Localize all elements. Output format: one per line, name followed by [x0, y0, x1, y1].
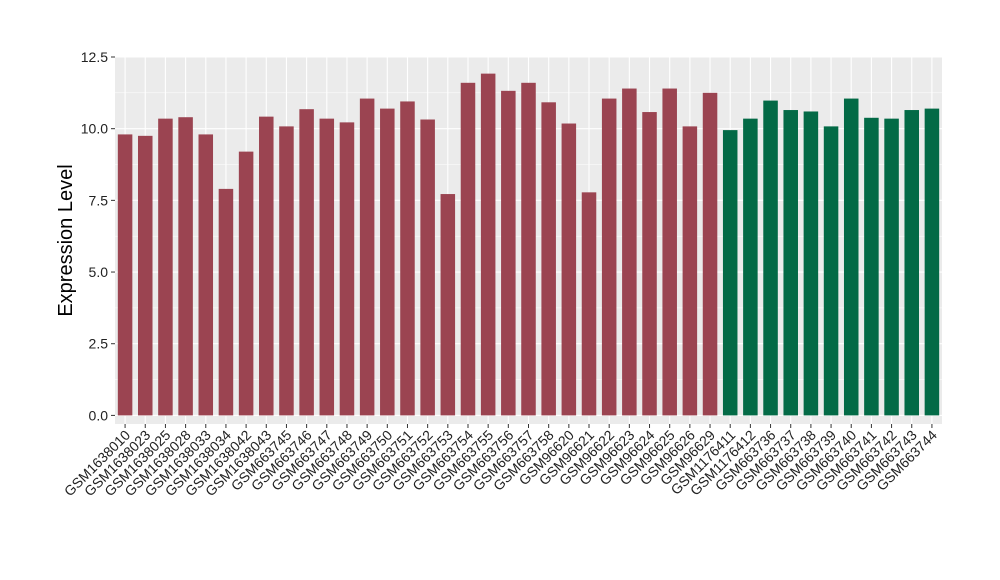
bar-gsm96629	[702, 92, 718, 416]
bar-gsm663748	[339, 122, 355, 416]
bar-gsm663746	[299, 109, 314, 416]
bar-gsm663752	[420, 119, 435, 416]
bar-gsm96623	[622, 88, 637, 416]
bar-gsm663757	[521, 82, 536, 416]
y-tick-label: 5.0	[89, 264, 109, 280]
bars	[117, 73, 940, 416]
bar-gsm1638042	[238, 151, 254, 416]
bar-gsm663740	[843, 98, 859, 416]
y-tick-label: 2.5	[89, 336, 109, 352]
bar-gsm663753	[440, 194, 456, 416]
bar-gsm1638023	[137, 135, 153, 416]
y-tick-label: 10.0	[81, 121, 108, 137]
bar-gsm663737	[783, 110, 798, 416]
bar-gsm96621	[581, 192, 597, 416]
bar-gsm96626	[682, 126, 698, 416]
y-axis-title: Expression Level	[55, 164, 77, 316]
bar-gsm663739	[823, 126, 839, 416]
bar-gsm663738	[803, 111, 819, 416]
bar-gsm663755	[480, 73, 496, 416]
y-tick-label: 12.5	[81, 49, 108, 65]
bar-gsm663756	[501, 90, 516, 416]
y-tick-label: 7.5	[89, 192, 109, 208]
bar-gsm96620	[561, 123, 577, 416]
bar-gsm663743	[904, 110, 920, 416]
bar-gsm1176412	[743, 118, 758, 416]
bar-gsm663751	[400, 101, 415, 416]
bar-gsm1638025	[158, 118, 173, 416]
y-tick-label: 0.0	[89, 407, 109, 423]
bar-gsm1638010	[117, 134, 133, 416]
bar-gsm1176411	[722, 130, 738, 416]
bar-gsm663745	[279, 126, 294, 416]
bar-gsm1638028	[178, 117, 193, 416]
bar-gsm663758	[541, 102, 556, 416]
bar-gsm1638043	[259, 116, 274, 416]
bar-gsm96624	[642, 112, 657, 416]
bar-gsm663741	[864, 117, 879, 416]
bar-gsm663749	[359, 98, 375, 416]
bar-gsm663747	[319, 118, 335, 416]
bar-gsm663750	[380, 108, 395, 416]
bar-gsm1638034	[218, 188, 234, 416]
bar-gsm96622	[601, 98, 617, 416]
bar-gsm663754	[460, 82, 476, 416]
y-axis: 0.0 2.5 5.0 7.5 10.0 12.5	[81, 49, 115, 423]
bar-gsm663744	[924, 108, 940, 416]
bar-gsm663736	[763, 100, 778, 416]
bar-gsm1638033	[198, 134, 214, 416]
x-axis: GSM1638010GSM1638023GSM1638025GSM1638028…	[61, 424, 940, 499]
bar-gsm663742	[884, 118, 899, 416]
bar-gsm96625	[662, 88, 677, 416]
